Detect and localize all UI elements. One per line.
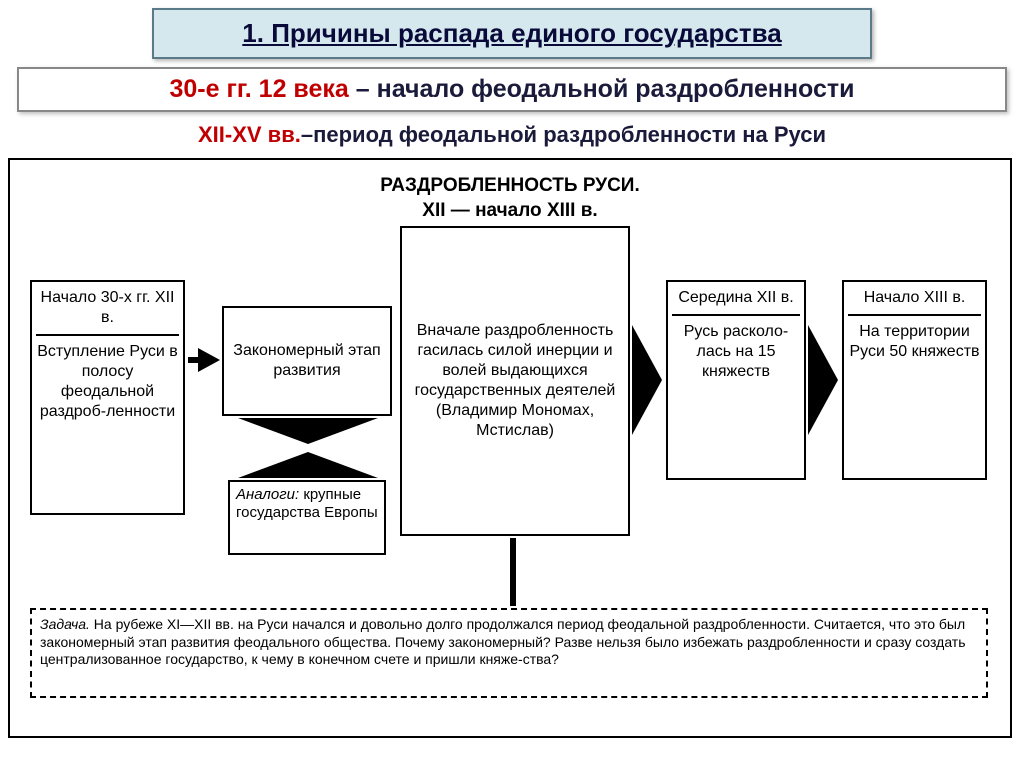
box-2: Закономерный этап развития — [222, 306, 392, 416]
diagram-title-line1: РАЗДРОБЛЕННОСТЬ РУСИ. — [10, 174, 1010, 199]
box-5-header: Начало XIII в. — [848, 288, 981, 316]
diagram-frame: РАЗДРОБЛЕННОСТЬ РУСИ. XII — начало XIII … — [8, 158, 1012, 738]
main-title: 1. Причины распада единого государства — [242, 18, 781, 48]
box-4-body: Русь расколо-лась на 15 княжеств — [672, 322, 800, 382]
box-5: Начало XIII в. На территории Руси 50 кня… — [842, 280, 987, 480]
subheader-red: 30-е гг. 12 века — [169, 75, 348, 103]
triangle-down-icon — [238, 418, 378, 444]
subheader-box: 30-е гг. 12 века – начало феодальной раз… — [17, 67, 1007, 112]
box-1: Начало 30-х гг. XII в. Вступление Руси в… — [30, 280, 185, 515]
period-red: XII-XV вв. — [198, 122, 301, 147]
subheader-dark: – начало феодальной раздробленности — [349, 75, 855, 103]
big-arrow-3-4-icon — [632, 325, 662, 435]
task-text: На рубеже XI—XII вв. на Руси начался и д… — [40, 616, 966, 667]
period-box: XII-XV вв.–период феодальной раздробленн… — [17, 118, 1007, 152]
analogies-box: Аналоги: крупные государства Европы — [228, 480, 386, 555]
diagram-title: РАЗДРОБЛЕННОСТЬ РУСИ. XII — начало XIII … — [10, 160, 1010, 223]
triangle-up-icon — [238, 452, 378, 478]
box-4-header: Середина XII в. — [672, 288, 800, 316]
main-title-box: 1. Причины распада единого государства — [152, 8, 872, 59]
box-5-body: На территории Руси 50 княжеств — [848, 322, 981, 362]
box-3-body: Вначале раздробленность гасилась силой и… — [406, 321, 624, 441]
period-dark: –период феодальной раздробленности на Ру… — [301, 122, 826, 147]
box-1-header: Начало 30-х гг. XII в. — [36, 288, 179, 336]
task-label: Задача. — [40, 616, 90, 632]
task-box: Задача. На рубеже XI—XII вв. на Руси нач… — [30, 608, 988, 698]
boxes-row: Начало 30-х гг. XII в. Вступление Руси в… — [10, 240, 1010, 620]
big-arrow-4-5-icon — [808, 325, 838, 435]
arrow-1-2-icon — [198, 348, 220, 372]
box-3: Вначале раздробленность гасилась силой и… — [400, 226, 630, 536]
connector-line — [510, 538, 516, 606]
diagram-title-line2: XII — начало XIII в. — [10, 199, 1010, 224]
box-1-body: Вступление Руси в полосу феодальной разд… — [36, 342, 179, 422]
box-2-body: Закономерный этап развития — [228, 341, 386, 381]
box-4: Середина XII в. Русь расколо-лась на 15 … — [666, 280, 806, 480]
analogies-label: Аналоги: — [236, 486, 299, 503]
